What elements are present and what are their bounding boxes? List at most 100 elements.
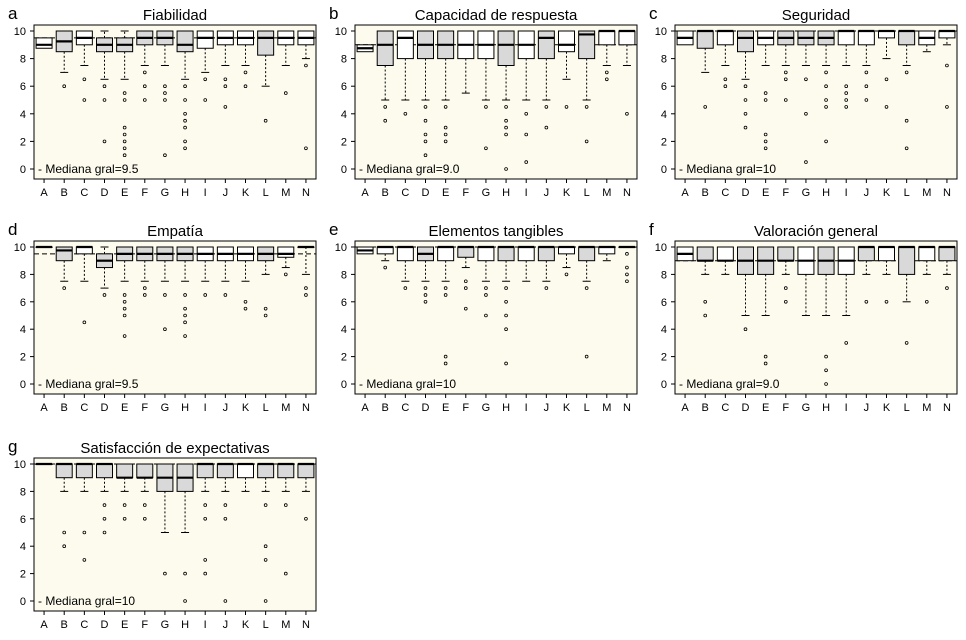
x-tick-label: H xyxy=(181,187,189,199)
outlier-point xyxy=(484,286,488,290)
outlier-point xyxy=(743,84,748,88)
outlier-point xyxy=(544,125,549,130)
box-E xyxy=(116,30,134,158)
box-body xyxy=(558,30,575,53)
plot-area xyxy=(33,240,317,395)
outlier-point xyxy=(484,146,488,151)
outlier-point xyxy=(142,516,147,521)
box-body xyxy=(898,30,916,46)
outlier-point xyxy=(183,112,187,116)
outlier-point xyxy=(243,299,248,304)
x-tick-label: A xyxy=(40,619,48,631)
box-body xyxy=(277,463,295,479)
outlier-point xyxy=(102,516,107,521)
outlier-point xyxy=(504,132,508,137)
outlier-point xyxy=(584,354,589,359)
outlier-point xyxy=(884,299,889,304)
outlier-point xyxy=(263,306,268,311)
box-H xyxy=(497,245,515,366)
box-L xyxy=(257,246,275,318)
box-F xyxy=(457,30,475,94)
box-body xyxy=(457,246,475,258)
x-tick-label: L xyxy=(263,402,269,414)
x-tick-label: A xyxy=(40,402,48,414)
box-body xyxy=(777,246,795,262)
overall-median-annotation: - Mediana gral=10 xyxy=(679,162,776,176)
x-tick-label: H xyxy=(181,619,189,631)
box-D xyxy=(417,30,434,158)
outlier-point xyxy=(743,112,748,116)
box-body xyxy=(618,30,636,46)
outlier-point xyxy=(584,286,589,290)
box-N xyxy=(938,29,956,109)
outlier-point xyxy=(122,146,127,151)
y-tick-label: 6 xyxy=(20,514,26,526)
outlier-point xyxy=(423,293,428,297)
outlier-point xyxy=(183,599,187,603)
outlier-point xyxy=(544,286,549,290)
panel-letter: e xyxy=(329,220,338,239)
x-tick-label: B xyxy=(61,187,68,199)
outlier-point xyxy=(544,105,549,109)
box-K xyxy=(558,30,575,109)
box-C xyxy=(396,245,414,290)
box-J xyxy=(216,246,234,297)
outlier-point xyxy=(283,272,288,277)
outlier-point xyxy=(824,70,828,75)
outlier-point xyxy=(203,503,208,507)
x-tick-label: J xyxy=(544,187,550,199)
panel-title: Capacidad de respuesta xyxy=(415,7,578,24)
box-body xyxy=(857,246,875,262)
outlier-point xyxy=(403,112,408,116)
outlier-point xyxy=(102,139,107,144)
box-N xyxy=(297,245,315,297)
outlier-point xyxy=(82,558,87,562)
box-C xyxy=(75,30,93,102)
box-B xyxy=(55,462,73,548)
box-body xyxy=(75,463,93,479)
box-body xyxy=(196,30,214,49)
outlier-point xyxy=(864,98,869,102)
x-tick-label: B xyxy=(382,402,389,414)
outlier-point xyxy=(423,286,428,290)
outlier-point xyxy=(183,571,187,576)
outlier-point xyxy=(763,139,768,144)
outlier-point xyxy=(604,70,609,75)
y-tick-label: 10 xyxy=(335,242,347,254)
box-D xyxy=(417,246,434,304)
box-body xyxy=(517,246,535,262)
x-tick-label: F xyxy=(462,402,469,414)
x-tick-label: N xyxy=(302,402,310,414)
outlier-point xyxy=(62,286,67,290)
x-tick-label: K xyxy=(563,402,571,414)
plot-area xyxy=(674,24,958,180)
box-body xyxy=(396,246,414,262)
x-tick-label: B xyxy=(61,402,68,414)
outlier-point xyxy=(82,77,87,82)
box-E xyxy=(437,30,455,144)
box-L xyxy=(578,245,596,359)
outlier-point xyxy=(625,252,629,256)
outlier-point xyxy=(142,84,147,88)
y-tick-label: 0 xyxy=(341,379,347,391)
panel-title: Valoración general xyxy=(754,223,878,240)
outlier-point xyxy=(463,279,468,284)
outlier-point xyxy=(122,516,127,521)
outlier-point xyxy=(945,63,949,68)
outlier-point xyxy=(564,272,569,277)
outlier-point xyxy=(625,265,629,270)
box-M xyxy=(918,30,936,53)
x-tick-label: I xyxy=(845,187,848,199)
outlier-point xyxy=(423,153,428,158)
box-L xyxy=(898,29,916,151)
outlier-point xyxy=(945,286,949,290)
box-body xyxy=(716,246,734,262)
panel-letter: f xyxy=(649,220,654,239)
x-tick-label: M xyxy=(922,402,931,414)
x-tick-label: I xyxy=(845,402,848,414)
y-tick-label: 0 xyxy=(20,379,26,391)
y-tick-label: 8 xyxy=(341,269,347,281)
x-tick-label: F xyxy=(782,402,789,414)
outlier-point xyxy=(163,327,167,332)
